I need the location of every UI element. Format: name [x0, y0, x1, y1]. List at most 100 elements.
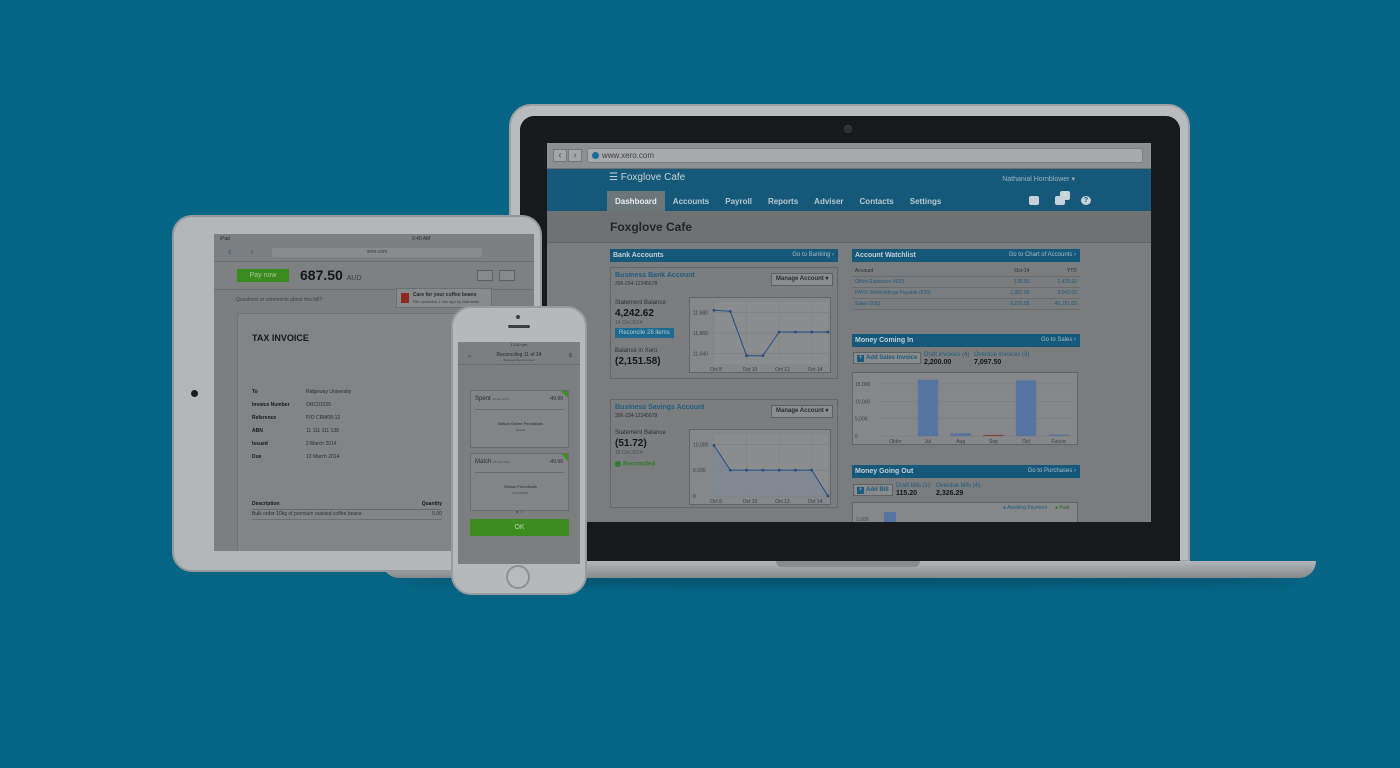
- data-point: [761, 468, 765, 472]
- business-bank-card: Business Bank Account 306-234-12345678 M…: [610, 267, 838, 379]
- back-arrow-icon[interactable]: ‹: [553, 149, 567, 162]
- invoice-field: Due 12 March 2014: [252, 454, 351, 467]
- device-label: iPad: [220, 236, 231, 242]
- data-point: [712, 308, 716, 312]
- field-value: 11 111 111 138: [306, 428, 339, 434]
- field-value: Ridgeway University: [306, 389, 352, 395]
- go-to-sales-link[interactable]: Go to Sales ›: [1040, 337, 1076, 343]
- forward-arrow-icon[interactable]: ›: [568, 149, 582, 162]
- ytd-value[interactable]: 9,042.00: [1032, 287, 1080, 299]
- data-point: [712, 443, 716, 447]
- bank-accounts-title: Bank Accounts: [613, 252, 664, 259]
- ok-button[interactable]: OK: [470, 519, 569, 536]
- spent-label: Spent 08 Sep 2014: [475, 396, 509, 402]
- y-tick-label: 11,680: [693, 310, 708, 316]
- user-menu[interactable]: Nathanial Hornblower ▾: [1002, 176, 1075, 183]
- overdue-bills-link[interactable]: Overdue bills (4): [936, 483, 981, 489]
- month-value[interactable]: 9,220.05: [989, 298, 1033, 310]
- nav-contacts[interactable]: Contacts: [859, 197, 894, 206]
- attachment-note[interactable]: Care for your coffee beans File uploaded…: [396, 288, 492, 308]
- nav-accounts[interactable]: Accounts: [672, 197, 710, 206]
- month-value[interactable]: 129.93: [989, 276, 1033, 288]
- chart-of-accounts-link[interactable]: Go to Chart of Accounts ›: [1008, 252, 1076, 258]
- month-value[interactable]: 1,307.00: [989, 287, 1033, 299]
- table-row: Office Expenses (429) 129.93 1,425.92: [852, 276, 1080, 288]
- manage-account-button[interactable]: Manage Account ▾: [771, 273, 834, 286]
- laptop-screen: ‹ › www.xero.com ☰ Foxglove Cafe Nathani…: [547, 143, 1151, 522]
- status-corner: [561, 391, 568, 398]
- manage-savings-button[interactable]: Manage Account ▾: [771, 405, 834, 418]
- field-label: Due: [252, 454, 262, 460]
- ytd-value[interactable]: 1,425.92: [1032, 276, 1080, 288]
- business-savings-name[interactable]: Business Savings Account: [615, 404, 705, 411]
- data-point: [794, 330, 797, 334]
- chevron-down-icon[interactable]: ⌄: [467, 353, 473, 359]
- money-in-chart-svg: 15,000 10,000 5,000 0 Older Jul Aug Sep Oct Futur…: [855, 377, 1075, 445]
- help-icon[interactable]: ?: [1081, 196, 1091, 205]
- add-bill-label: Add Bill: [866, 487, 889, 493]
- mail-icon[interactable]: 1: [1055, 191, 1070, 205]
- account-link[interactable]: Sales (200): [852, 298, 990, 310]
- y-tick-label: 0: [855, 434, 858, 440]
- business-savings-chart-svg: 10,000 5,000 0 Oct 8 Oct 10 Oct 12 Oct 14: [693, 434, 830, 505]
- savings-statement-value: (51.72): [615, 438, 647, 449]
- url-bar[interactable]: www.xero.com: [587, 148, 1143, 163]
- main-nav: Dashboard Accounts Payroll Reports Advis…: [607, 191, 949, 211]
- status-time: 9:40 AM: [412, 236, 431, 242]
- reconciled-label: Reconciled: [623, 461, 656, 468]
- account-link[interactable]: PAYG Withholdings Payable (825): [852, 287, 990, 299]
- nav-settings[interactable]: Settings: [909, 197, 942, 206]
- account-link[interactable]: Office Expenses (429): [852, 276, 990, 288]
- add-sales-invoice-label: Add Sales Invoice: [866, 355, 918, 361]
- plot-area: [879, 377, 1075, 436]
- overdue-invoices-link[interactable]: Overdue invoices (3): [974, 352, 1030, 358]
- org-switcher[interactable]: ☰ Foxglove Cafe: [609, 172, 686, 183]
- draft-invoices-link[interactable]: Draft invoices (4): [924, 352, 970, 358]
- spent-card[interactable]: Spent 08 Sep 2014 -49.90 Wilson Online P…: [470, 390, 569, 448]
- tablet-url-bar[interactable]: xero.com: [272, 248, 482, 257]
- folder-icon[interactable]: [1029, 196, 1039, 205]
- field-label: ABN: [252, 428, 263, 434]
- match-card[interactable]: Match 08 Sep 2014 -49.90 Wilson Periodic…: [470, 453, 569, 511]
- forward-arrow-icon[interactable]: ›: [250, 246, 254, 258]
- bill-amount: 687.50 AUD: [300, 267, 362, 283]
- draft-bills-link[interactable]: Draft bills (1): [896, 483, 931, 489]
- bill-header: Pay now 687.50 AUD: [214, 262, 534, 290]
- go-to-banking-link[interactable]: Go to Banking ›: [792, 252, 834, 258]
- pdf-icon: [401, 293, 409, 303]
- line-description: Bulk order 10kg of premium roasted coffe…: [252, 511, 362, 517]
- print-icon[interactable]: [499, 270, 515, 281]
- reconcile-button[interactable]: Reconcile 28 items: [615, 328, 674, 338]
- statement-balance-value: 4,242.62: [615, 308, 654, 319]
- mail-badge: 1: [1060, 191, 1070, 200]
- go-to-purchases-link[interactable]: Go to Purchases ›: [1027, 468, 1076, 474]
- series-line: [713, 445, 829, 497]
- reconcile-subtitle: Business Bank Account: [503, 358, 535, 362]
- business-bank-name[interactable]: Business Bank Account: [615, 272, 695, 279]
- nav-reports[interactable]: Reports: [767, 197, 799, 206]
- business-savings-number: 306-234-12345679: [615, 413, 658, 419]
- menu-icon[interactable]: ≡: [568, 353, 572, 359]
- savings-statement-date: 15 Oct 2014: [615, 450, 643, 456]
- nav-dashboard[interactable]: Dashboard: [607, 191, 665, 211]
- pay-now-button[interactable]: Pay now: [237, 269, 289, 282]
- questions-link[interactable]: Questions or comments about this bill?: [236, 297, 323, 303]
- ytd-value[interactable]: 45,151.05: [1032, 298, 1080, 310]
- add-bill-button[interactable]: + Add Bill: [853, 484, 893, 496]
- nav-payroll[interactable]: Payroll: [725, 197, 752, 206]
- page-title: Foxglove Cafe: [610, 220, 693, 234]
- legend-awaiting: ● Awaiting Payment: [1003, 505, 1048, 511]
- phone-camera: [516, 315, 520, 319]
- field-value: 12 March 2014: [306, 454, 340, 460]
- note-title: Care for your coffee beans: [413, 292, 477, 298]
- savings-statement-label: Statement Balance: [615, 430, 666, 436]
- spent-title: Spent: [475, 396, 491, 402]
- divider: [475, 409, 564, 410]
- nav-adviser[interactable]: Adviser: [814, 197, 844, 206]
- header-icons: 1 ?: [1029, 191, 1091, 205]
- add-sales-invoice-button[interactable]: + Add Sales Invoice: [853, 352, 922, 364]
- field-label: To: [252, 389, 258, 395]
- back-arrow-icon[interactable]: ‹: [228, 246, 232, 258]
- spent-date: 08 Sep 2014: [492, 397, 510, 401]
- attachment-icon[interactable]: [477, 270, 493, 281]
